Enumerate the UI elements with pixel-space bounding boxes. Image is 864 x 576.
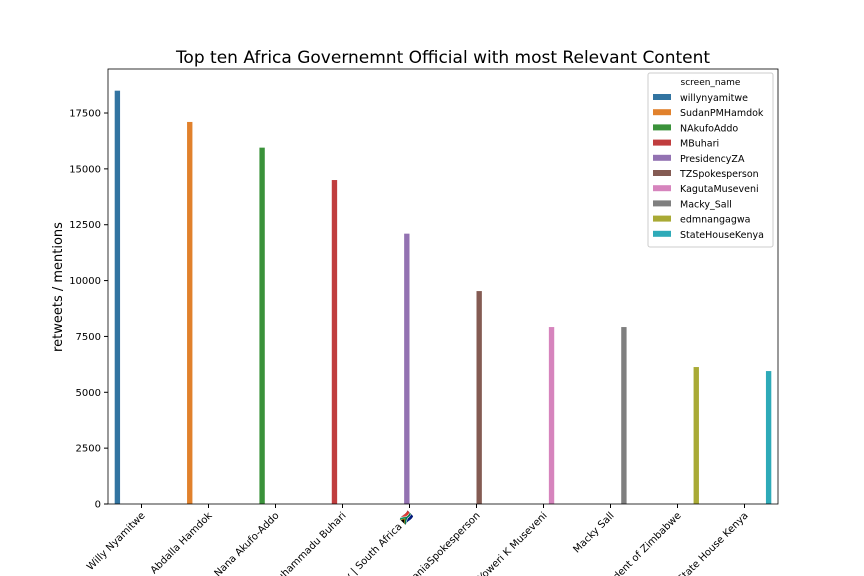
y-axis-label: retweets / mentions bbox=[51, 222, 66, 352]
legend-title: screen_name bbox=[681, 78, 741, 88]
legend-swatch bbox=[653, 185, 671, 192]
y-tick-label: 12500 bbox=[69, 220, 101, 231]
x-tick-label: Abdalla Hamdok bbox=[149, 510, 215, 576]
bar bbox=[693, 367, 699, 504]
legend-label: Macky_Sall bbox=[680, 199, 732, 210]
x-tick-label: Willy Nyamitwe bbox=[85, 510, 148, 573]
bar bbox=[114, 90, 121, 504]
legend-label: StateHouseKenya bbox=[680, 230, 764, 241]
legend-swatch bbox=[653, 170, 671, 176]
x-tick-label: Muhammadu Buhari bbox=[269, 510, 349, 576]
y-tick-label: 15000 bbox=[69, 164, 101, 175]
legend-swatch bbox=[653, 109, 671, 116]
legend-label: MBuhari bbox=[680, 139, 719, 150]
y-tick-label: 10000 bbox=[69, 276, 101, 287]
legend-box bbox=[647, 72, 774, 248]
legend-swatch bbox=[653, 200, 671, 207]
x-tick-label: Presidency | South Africa 🇿🇦 bbox=[308, 509, 416, 576]
bar bbox=[476, 291, 482, 504]
bar bbox=[404, 233, 410, 504]
legend-swatch bbox=[653, 124, 671, 131]
legend-label: KagutaMuseveni bbox=[680, 184, 759, 195]
x-tick-label: Nana Akufo-Addo bbox=[213, 510, 282, 576]
y-tick-label: 17500 bbox=[69, 109, 101, 120]
bar bbox=[765, 371, 772, 504]
bar bbox=[621, 327, 627, 504]
legend-label: SudanPMHamdok bbox=[680, 108, 764, 119]
bar bbox=[259, 147, 265, 504]
plot-frame bbox=[107, 68, 779, 505]
x-tick-label: State House Kenya bbox=[676, 510, 751, 576]
y-tick-label: 5000 bbox=[76, 388, 101, 399]
legend-label: willynyamitwe bbox=[680, 93, 748, 104]
legend-label: TZSpokesperson bbox=[679, 169, 759, 180]
legend-swatch bbox=[653, 215, 671, 222]
legend-swatch bbox=[653, 139, 671, 146]
bar bbox=[548, 327, 555, 504]
legend-swatch bbox=[653, 230, 671, 237]
y-tick-label: 7500 bbox=[76, 332, 101, 343]
bar bbox=[331, 180, 338, 505]
bar bbox=[187, 121, 193, 505]
x-tick-label: Macky Sall bbox=[571, 510, 616, 555]
legend-swatch bbox=[653, 94, 671, 100]
y-tick-label: 0 bbox=[95, 500, 101, 511]
legend-label: edmnangagwa bbox=[680, 215, 750, 226]
y-tick-label: 2500 bbox=[76, 444, 101, 455]
x-tick-label: Yoweri K Museveni bbox=[476, 510, 550, 576]
legend-label: PresidencyZA bbox=[680, 154, 745, 165]
legend-swatch bbox=[653, 154, 671, 161]
chart-title: Top ten Africa Governemnt Official with … bbox=[175, 48, 710, 68]
legend-label: NAkufoAddo bbox=[680, 123, 738, 134]
